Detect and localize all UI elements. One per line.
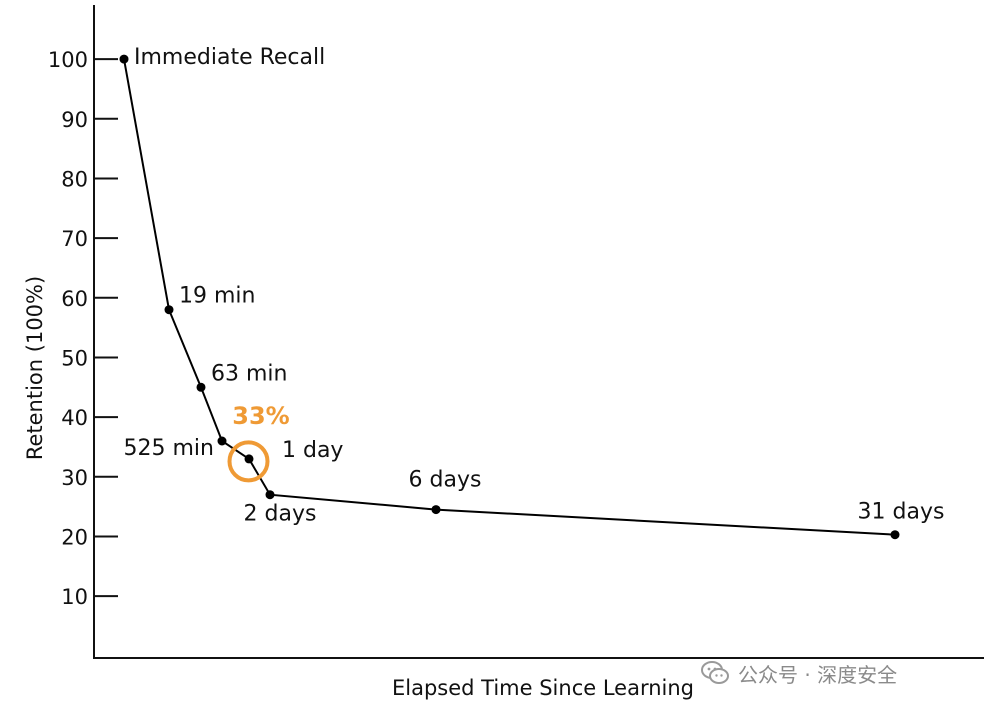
point-label: 2 days bbox=[244, 502, 317, 527]
highlight-label: 33% bbox=[232, 402, 289, 430]
point-label: 19 min bbox=[179, 284, 255, 309]
wechat-icon bbox=[701, 661, 729, 684]
point-label: 31 days bbox=[858, 500, 945, 525]
data-point bbox=[119, 54, 129, 64]
y-tick-label: 10 bbox=[61, 585, 88, 609]
data-point bbox=[265, 490, 275, 500]
data-point bbox=[244, 454, 254, 464]
y-tick-label: 20 bbox=[61, 525, 88, 549]
data-point bbox=[890, 530, 900, 540]
point-label: Immediate Recall bbox=[134, 45, 325, 70]
y-ticks: 10 20 30 40 50 60 70 80 90 100 bbox=[48, 48, 118, 609]
y-tick-label: 60 bbox=[61, 287, 88, 311]
point-label: 6 days bbox=[409, 468, 482, 493]
y-tick-label: 80 bbox=[61, 167, 88, 191]
data-points bbox=[119, 54, 900, 540]
point-label: 525 min bbox=[124, 436, 214, 461]
data-point bbox=[431, 505, 441, 515]
data-point bbox=[217, 436, 227, 446]
highlight-circle bbox=[227, 440, 270, 483]
y-tick-label: 90 bbox=[61, 108, 88, 132]
y-tick-label: 50 bbox=[61, 346, 88, 370]
data-point bbox=[164, 305, 174, 315]
x-axis-title: Elapsed Time Since Learning bbox=[392, 676, 694, 700]
y-tick-label: 40 bbox=[61, 406, 88, 430]
watermark: 公众号 · 深度安全 bbox=[700, 656, 897, 690]
data-point bbox=[196, 382, 206, 392]
y-tick-label: 100 bbox=[48, 48, 88, 72]
y-tick-label: 70 bbox=[61, 227, 88, 251]
watermark-text: 公众号 · 深度安全 bbox=[738, 662, 898, 687]
point-label: 1 day bbox=[282, 438, 343, 463]
point-label: 63 min bbox=[211, 361, 287, 386]
y-axis-title: Retention (100%) bbox=[23, 276, 47, 460]
axes bbox=[93, 5, 984, 659]
y-tick-label: 30 bbox=[61, 466, 88, 490]
point-labels: Immediate Recall 19 min 63 min 525 min 1 day… bbox=[124, 45, 945, 527]
